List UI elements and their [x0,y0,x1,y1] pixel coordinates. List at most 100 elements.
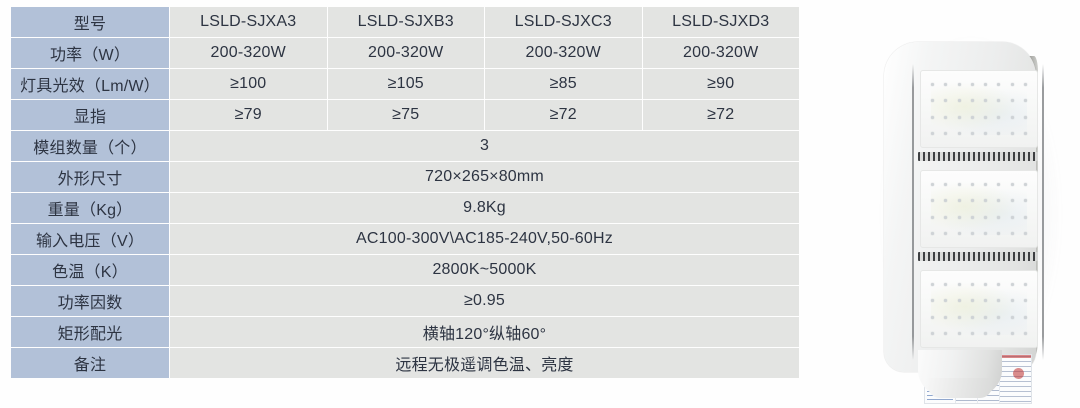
led-dot [931,132,935,136]
led-dot [984,82,988,86]
row-label-model: 型号 [11,7,169,37]
led-dot [997,199,1001,203]
led-dot [997,215,1001,219]
led-dot [997,232,1001,236]
lamp-edge-rail-right [1042,64,1044,360]
row-label-beam-distribution: 矩形配光 [11,317,169,347]
led-dot [944,99,948,103]
table-row: 外形尺寸 720×265×80mm [11,162,799,192]
cell-weight: 9.8Kg [170,193,799,223]
table-row: 型号 LSLD-SJXA3 LSLD-SJXB3 LSLD-SJXC3 LSLD… [11,7,799,37]
led-dot [931,315,935,319]
led-dot [957,115,961,119]
led-dot [1023,232,1027,236]
led-module-3 [920,270,1038,348]
cell-remark: 远程无极遥调色温、亮度 [170,348,799,378]
led-dot [997,315,1001,319]
led-dot [957,99,961,103]
led-dot-grid-3 [926,276,1032,342]
led-dot [1023,215,1027,219]
led-dot [931,82,935,86]
label-column-3 [999,355,1031,403]
led-dot [931,232,935,236]
led-dot [957,315,961,319]
led-dot [944,299,948,303]
cell-cri-b: ≥75 [327,100,484,130]
led-dot [957,182,961,186]
table-row: 重量（Kg） 9.8Kg [11,193,799,223]
led-dot [984,132,988,136]
led-dot-grid-2 [926,176,1032,242]
cell-input-voltage: AC100-300V\AC185-240V,50-60Hz [170,224,799,254]
led-dot [957,132,961,136]
table-row: 显指 ≥79 ≥75 ≥72 ≥72 [11,100,799,130]
table-row: 功率因数 ≥0.95 [11,286,799,316]
led-dot [944,332,948,336]
row-label-weight: 重量（Kg） [11,193,169,223]
led-dot [970,132,974,136]
spec-table-body: 型号 LSLD-SJXA3 LSLD-SJXB3 LSLD-SJXC3 LSLD… [11,7,799,378]
cell-efficacy-b: ≥105 [327,69,484,99]
cell-cri-a: ≥79 [170,100,327,130]
led-dot [931,115,935,119]
led-dot [984,215,988,219]
table-row: 模组数量（个） 3 [11,131,799,161]
led-dot [957,199,961,203]
led-dot [984,332,988,336]
led-dot [1023,115,1027,119]
table-row: 功率（W） 200-320W 200-320W 200-320W 200-320… [11,38,799,68]
led-dot [1010,215,1014,219]
led-dot [1010,299,1014,303]
led-dot [944,282,948,286]
led-dot [970,332,974,336]
led-dot [931,99,935,103]
row-label-cri: 显指 [11,100,169,130]
cell-cri-d: ≥72 [642,100,799,130]
led-dot [1010,332,1014,336]
led-dot [944,115,948,119]
led-dot [984,99,988,103]
cell-power-a: 200-320W [170,38,327,68]
led-dot [970,99,974,103]
row-label-module-count: 模组数量（个） [11,131,169,161]
led-dot [957,282,961,286]
led-dot [931,282,935,286]
cell-efficacy-a: ≥100 [170,69,327,99]
led-module-1 [920,70,1038,148]
led-dot [970,232,974,236]
row-label-remark: 备注 [11,348,169,378]
led-dot [1010,199,1014,203]
led-dot [957,232,961,236]
led-dot [1023,182,1027,186]
table-row: 备注 远程无极遥调色温、亮度 [11,348,799,378]
led-dot [931,332,935,336]
row-label-power: 功率（W） [11,38,169,68]
led-dot [997,332,1001,336]
cell-power-factor: ≥0.95 [170,286,799,316]
heat-sink-fins-2 [918,252,1038,261]
led-dot [997,115,1001,119]
led-dot [957,82,961,86]
led-dot [1023,82,1027,86]
table-row: 矩形配光 横轴120°纵轴60° [11,317,799,347]
led-dot [1023,99,1027,103]
heat-sink-fins-1 [918,152,1038,161]
led-dot [997,132,1001,136]
led-dot [944,132,948,136]
table-row: 色温（K） 2800K~5000K [11,255,799,285]
led-dot [1010,82,1014,86]
cell-color-temperature: 2800K~5000K [170,255,799,285]
led-dot [931,199,935,203]
cell-model-d: LSLD-SJXD3 [642,7,799,37]
led-dot [970,299,974,303]
row-label-efficacy: 灯具光效（Lm/W） [11,69,169,99]
led-dot [1023,332,1027,336]
led-dot [1023,315,1027,319]
cell-power-c: 200-320W [485,38,642,68]
cell-model-c: LSLD-SJXC3 [485,7,642,37]
cell-dimensions: 720×265×80mm [170,162,799,192]
row-label-color-temperature: 色温（K） [11,255,169,285]
led-dot [997,82,1001,86]
led-dot [970,115,974,119]
